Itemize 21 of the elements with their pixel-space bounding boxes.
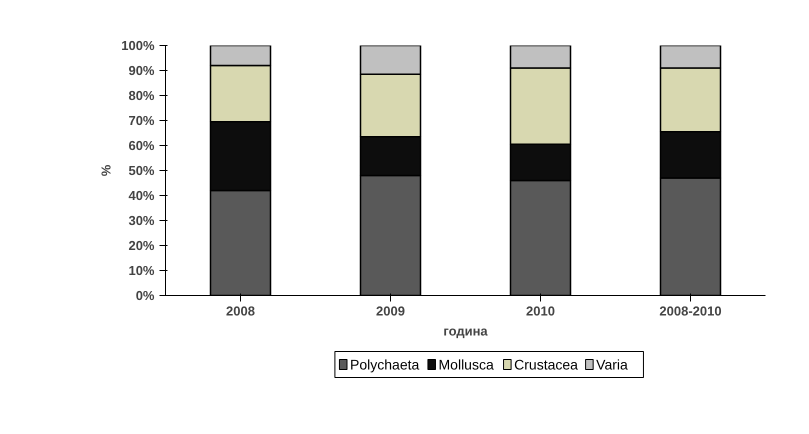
legend-label: Mollusca [438,356,494,372]
y-tick-label: 10% [128,263,155,278]
legend-label: Polychaeta [350,356,420,372]
y-tick-label: 20% [128,238,155,253]
y-axis-title: % [98,164,114,176]
x-tick-label: 2008-2010 [659,304,722,318]
y-tick-label: 70% [128,113,155,128]
y-tick-label: 0% [136,288,155,303]
y-tick-label: 80% [128,88,155,103]
y-tick-label: 40% [128,188,155,203]
legend-label: Varia [596,356,628,372]
x-axis-title: година [443,324,488,338]
x-tick-label: 2009 [376,304,405,318]
y-tick-label: 100% [121,38,155,53]
y-tick-label: 50% [128,163,155,178]
y-tick-label: 30% [128,213,155,228]
y-tick-label: 90% [128,63,155,78]
x-tick-label: 2008 [226,304,255,318]
legend-label: Crustacea [514,356,578,372]
x-tick-label: 2010 [526,304,555,318]
y-tick-label: 60% [128,138,155,153]
